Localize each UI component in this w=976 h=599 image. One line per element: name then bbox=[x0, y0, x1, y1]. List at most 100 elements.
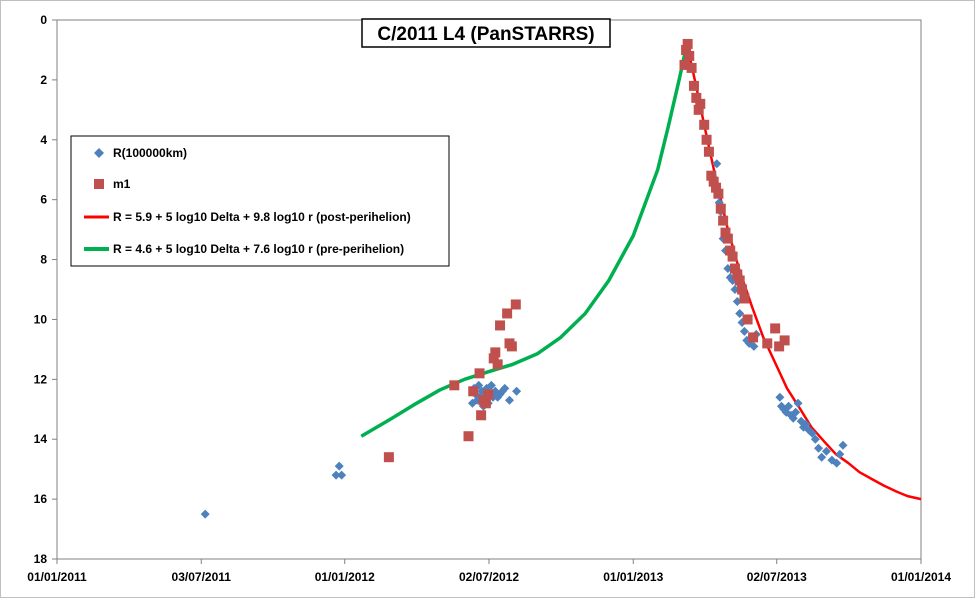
m1-data-point bbox=[711, 182, 722, 193]
r-data-point bbox=[832, 458, 842, 468]
r-data-point bbox=[504, 395, 514, 405]
m1-data-point bbox=[449, 380, 460, 391]
legend-label-pre-fit: R = 4.6 + 5 log10 Delta + 7.6 log10 r (p… bbox=[113, 242, 404, 256]
r-data-point bbox=[791, 407, 801, 417]
m1-data-point bbox=[510, 299, 521, 310]
m1-data-point bbox=[725, 245, 736, 256]
m1-data-point bbox=[742, 314, 753, 325]
y-axis-tick-label: 4 bbox=[40, 133, 47, 147]
m1-data-point bbox=[490, 347, 501, 358]
m1-data-point bbox=[695, 98, 706, 109]
r-data-point bbox=[775, 392, 785, 402]
m1-data-point bbox=[476, 410, 487, 421]
chart-title-box bbox=[361, 18, 611, 48]
m1-data-point bbox=[739, 293, 750, 304]
y-axis-tick-label: 2 bbox=[40, 73, 47, 87]
y-axis-tick-label: 0 bbox=[40, 13, 47, 27]
m1-data-point bbox=[770, 323, 781, 334]
y-axis-tick-label: 12 bbox=[34, 372, 48, 386]
m1-data-point bbox=[679, 59, 690, 70]
m1-data-point bbox=[727, 251, 738, 262]
markers-layer bbox=[200, 38, 848, 519]
m1-data-point bbox=[474, 368, 485, 379]
m1-data-point bbox=[774, 341, 785, 352]
pre-perihelion-fit-line bbox=[360, 43, 689, 438]
x-axis-tick-label: 02/07/2013 bbox=[747, 570, 807, 584]
m1-data-point bbox=[722, 233, 733, 244]
m1-data-point bbox=[463, 431, 474, 442]
m1-data-point bbox=[701, 134, 712, 145]
r-data-point bbox=[835, 449, 845, 459]
m1-data-point bbox=[713, 188, 724, 199]
m1-data-point bbox=[682, 38, 693, 49]
m1-data-point bbox=[748, 332, 759, 343]
m1-data-point bbox=[502, 308, 513, 319]
r-data-point bbox=[739, 326, 749, 336]
r-data-point bbox=[512, 386, 522, 396]
m1-data-point bbox=[483, 389, 494, 400]
m1-data-point bbox=[495, 320, 506, 331]
r-data-point bbox=[735, 308, 745, 318]
y-axis-tick-label: 10 bbox=[34, 312, 48, 326]
y-axis-tick-label: 8 bbox=[40, 253, 47, 267]
m1-data-point bbox=[718, 215, 729, 226]
chart-title: C/2011 L4 (PanSTARRS) bbox=[361, 18, 611, 48]
x-axis-tick-label: 02/07/2012 bbox=[459, 570, 519, 584]
m1-data-point bbox=[708, 176, 719, 187]
m1-data-point bbox=[468, 386, 479, 397]
r-data-point bbox=[486, 380, 496, 390]
chart-title-text: C/2011 L4 (PanSTARRS) bbox=[377, 24, 594, 45]
legend: R(100000km) m1 R = 5.9 + 5 log10 Delta +… bbox=[70, 135, 450, 267]
r-data-point bbox=[337, 470, 347, 480]
m1-data-point bbox=[703, 146, 714, 157]
r-data-point bbox=[810, 434, 820, 444]
r-data-point bbox=[784, 401, 794, 411]
r-data-point bbox=[801, 419, 811, 429]
m1-data-point bbox=[699, 119, 710, 130]
m1-data-point bbox=[720, 227, 731, 238]
y-axis-tick-label: 14 bbox=[34, 432, 48, 446]
m1-data-point bbox=[488, 353, 499, 364]
m1-data-point bbox=[729, 263, 740, 274]
r-data-point bbox=[331, 470, 341, 480]
m1-data-point bbox=[686, 62, 697, 73]
axes-layer: 0 2 4 6 8 10 12 14 16 18 01/01/2011 03/07/2011 01/01… bbox=[27, 13, 951, 584]
legend-label-post-fit: R = 5.9 + 5 log10 Delta + 9.8 log10 r (p… bbox=[113, 210, 411, 224]
r-data-point bbox=[821, 446, 831, 456]
m1-data-point bbox=[691, 92, 702, 103]
legend-label-r: R(100000km) bbox=[113, 146, 187, 160]
m1-data-point bbox=[762, 338, 773, 349]
r-data-point bbox=[334, 461, 344, 471]
x-axis-tick-label: 01/01/2013 bbox=[603, 570, 663, 584]
y-axis-tick-label: 6 bbox=[40, 193, 47, 207]
m1-data-point bbox=[684, 50, 695, 61]
r-data-point bbox=[712, 159, 722, 169]
x-axis-tick-label: 03/07/2011 bbox=[172, 570, 232, 584]
m1-data-point bbox=[779, 335, 790, 346]
m1-data-point bbox=[506, 341, 517, 352]
r-data-point bbox=[838, 440, 848, 450]
m1-data-point bbox=[492, 359, 503, 370]
legend-swatch-m1-square bbox=[94, 179, 104, 189]
r-data-point bbox=[817, 452, 827, 462]
r-data-point bbox=[793, 398, 803, 408]
plot-frame bbox=[56, 19, 922, 560]
m1-data-point bbox=[693, 104, 704, 115]
r-data-point bbox=[749, 341, 759, 351]
plot-area bbox=[56, 19, 922, 560]
m1-data-point bbox=[383, 452, 394, 463]
m1-data-point bbox=[734, 275, 745, 286]
legend-swatch-r-diamond bbox=[94, 148, 104, 158]
r-data-point bbox=[200, 509, 210, 519]
x-axis-tick-label: 01/01/2012 bbox=[315, 570, 375, 584]
legend-box bbox=[70, 135, 450, 267]
legend-label-m1: m1 bbox=[113, 177, 131, 191]
r-data-point bbox=[814, 443, 824, 453]
x-axis-tick-label: 01/01/2014 bbox=[891, 570, 951, 584]
m1-data-point bbox=[688, 80, 699, 91]
m1-data-point bbox=[715, 203, 726, 214]
y-axis-tick-label: 16 bbox=[34, 492, 48, 506]
